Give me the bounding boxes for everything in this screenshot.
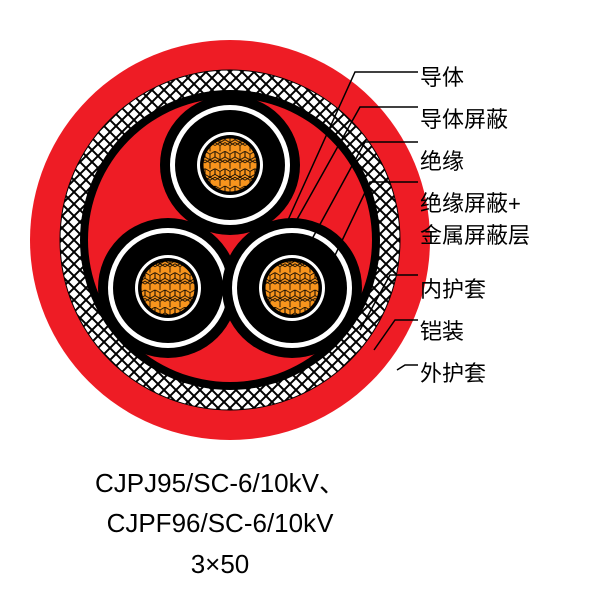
labels-column: 导体 导体屏蔽 绝缘 绝缘屏蔽+ 金属屏蔽层 内护套 铠装 外护套 (420, 60, 530, 398)
label-conductor-screen: 导体屏蔽 (420, 102, 530, 134)
core-1 (160, 95, 300, 235)
caption: CJPJ95/SC-6/10kV、 CJPF96/SC-6/10kV 3×50 (0, 465, 440, 586)
caption-line-3: 3×50 (0, 546, 440, 582)
label-text: 绝缘屏蔽+ (420, 186, 521, 218)
label-text: 内护套 (420, 272, 486, 304)
label-text: 金属屏蔽层 (420, 218, 530, 250)
label-armour: 铠装 (420, 314, 530, 346)
label-outer-sheath: 外护套 (420, 356, 530, 388)
cable-svg (20, 30, 440, 450)
label-insulation-screen-a: 绝缘屏蔽+ (420, 186, 530, 218)
caption-line-1: CJPJ95/SC-6/10kV、 (0, 465, 440, 501)
core-3 (222, 218, 362, 358)
label-insulation-screen-b: 金属屏蔽层 (420, 218, 530, 250)
label-insulation: 绝缘 (420, 144, 530, 176)
caption-line-2: CJPF96/SC-6/10kV (0, 505, 440, 541)
label-text: 绝缘 (420, 144, 464, 176)
label-conductor: 导体 (420, 60, 530, 92)
label-text: 铠装 (420, 314, 464, 346)
label-inner-sheath: 内护套 (420, 272, 530, 304)
label-text: 导体 (420, 60, 464, 92)
core-2 (98, 218, 238, 358)
label-text: 外护套 (420, 356, 486, 388)
cable-cross-section-diagram: 导体 导体屏蔽 绝缘 绝缘屏蔽+ 金属屏蔽层 内护套 铠装 外护套 (0, 0, 600, 460)
label-text: 导体屏蔽 (420, 102, 508, 134)
